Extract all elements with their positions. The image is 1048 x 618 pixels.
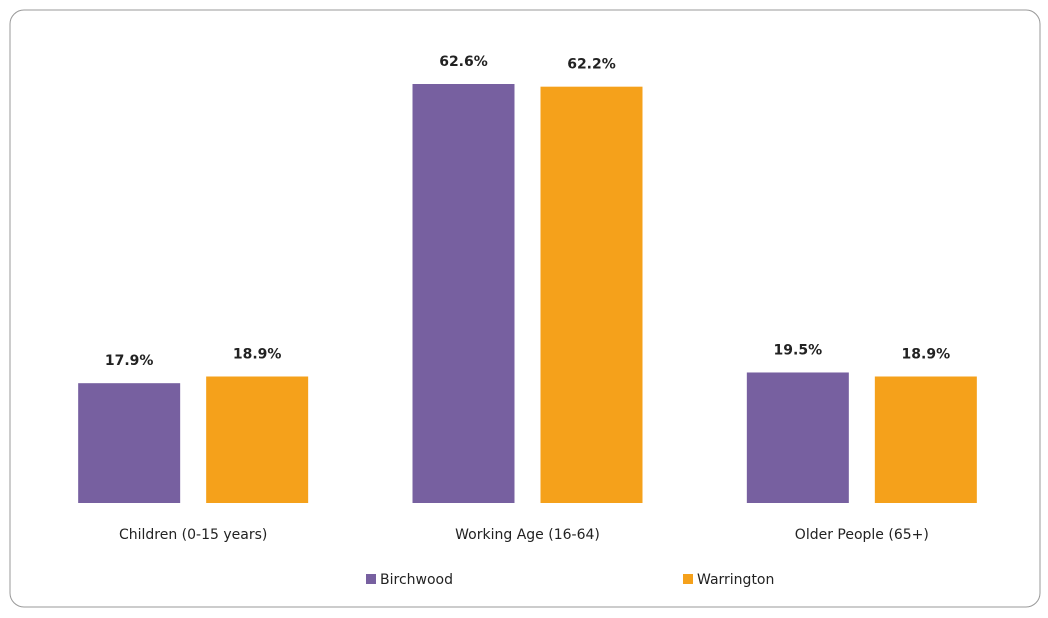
legend-swatch	[683, 574, 693, 584]
value-label: 17.9%	[105, 353, 154, 369]
value-label: 19.5%	[774, 342, 823, 358]
legend-swatch	[366, 574, 376, 584]
bar	[874, 376, 977, 503]
value-label: 18.9%	[233, 346, 282, 362]
value-label: 62.6%	[439, 54, 488, 70]
value-label: 62.2%	[567, 57, 616, 73]
x-tick-label: Working Age (16-64)	[455, 527, 600, 543]
value-label: 18.9%	[902, 346, 951, 362]
legend-label: Warrington	[697, 572, 774, 588]
x-tick-label: Children (0-15 years)	[119, 527, 267, 543]
chart-frame	[9, 9, 1041, 608]
x-tick-label: Older People (65+)	[795, 527, 929, 543]
bar	[746, 372, 849, 503]
bar	[412, 84, 515, 503]
bar	[78, 383, 181, 503]
bar	[206, 376, 309, 503]
bar	[540, 86, 643, 504]
legend-label: Birchwood	[380, 572, 453, 588]
